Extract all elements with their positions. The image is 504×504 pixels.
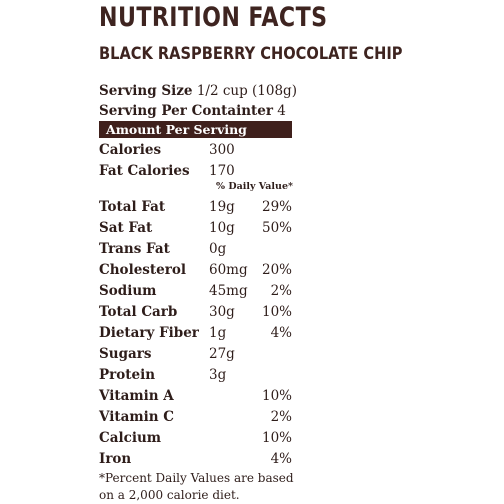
nutrient-label: Iron [99,451,132,467]
nutrient-row: Dietary Fiber 1g 4% [99,325,292,343]
nutrient-daily-value: 2% [270,283,292,299]
nutrient-amount: 0g [209,241,227,257]
footnote: *Percent Daily Values are based on a 2,0… [99,471,294,502]
nutrient-amount: 60mg [209,262,248,278]
nutrient-row: Total Fat 19g 29% [99,199,292,217]
nutrient-label: Calcium [99,430,162,446]
nutrient-amount: 1g [209,325,227,341]
serving-size-value: 1/2 cup (108g) [196,83,297,99]
nutrient-row: Iron 4% [99,451,292,469]
nutrient-row: Vitamin C 2% [99,409,292,427]
nutrient-row: Sodium 45mg 2% [99,283,292,301]
fat-calories-value: 170 [209,163,235,179]
nutrient-daily-value: 10% [261,430,292,446]
calories-value: 300 [209,142,235,158]
calories-label: Calories [99,142,162,158]
daily-value-header: % Daily Value* [216,181,293,192]
nutrient-label: Sugars [99,346,152,362]
nutrient-daily-value: 4% [270,325,292,341]
nutrient-daily-value: 20% [261,262,292,278]
nutrient-row: Cholesterol 60mg 20% [99,262,292,280]
nutrient-row: Total Carb 30g 10% [99,304,292,322]
nutrient-row: Protein 3g [99,367,292,385]
nutrient-label: Total Carb [99,304,178,320]
nutrient-daily-value: 10% [261,304,292,320]
fat-calories-label: Fat Calories [99,163,190,179]
nutrient-label: Protein [99,367,156,383]
product-name: BLACK RASPBERRY CHOCOLATE CHIP [99,44,403,64]
nutrient-daily-value: 50% [261,220,292,236]
nutrient-row: Vitamin A 10% [99,388,292,406]
nutrient-amount: 3g [209,367,227,383]
calories-row: Calories 300 [99,142,292,160]
serving-size-label: Serving Size [99,83,193,99]
nutrient-amount: 30g [209,304,235,320]
nutrient-label: Vitamin A [99,388,174,404]
amount-per-serving-band: Amount Per Serving [99,121,292,138]
nutrient-label: Dietary Fiber [99,325,199,341]
servings-per-container-label: Serving Per Containter [99,103,273,119]
nutrient-daily-value: 4% [270,451,292,467]
nutrient-amount: 45mg [209,283,248,299]
nutrient-label: Total Fat [99,199,166,215]
servings-per-container-value: 4 [277,103,286,119]
nutrient-amount: 27g [209,346,235,362]
nutrient-row: Sugars 27g [99,346,292,364]
nutrient-daily-value: 29% [261,199,292,215]
nutrient-daily-value: 10% [261,388,292,404]
serving-size-line: Serving Size 1/2 cup (108g) [99,83,297,99]
nutrition-facts-title: NUTRITION FACTS [99,2,328,33]
nutrient-label: Sat Fat [99,220,153,236]
servings-per-container-line: Serving Per Containter 4 [99,103,286,119]
nutrient-label: Sodium [99,283,157,299]
nutrient-row: Trans Fat 0g [99,241,292,259]
fat-calories-row: Fat Calories 170 [99,163,292,181]
nutrient-label: Trans Fat [99,241,170,257]
nutrient-amount: 10g [209,220,235,236]
nutrient-row: Calcium 10% [99,430,292,448]
nutrient-label: Vitamin C [99,409,175,425]
nutrient-label: Cholesterol [99,262,186,278]
nutrient-daily-value: 2% [270,409,292,425]
nutrient-row: Sat Fat 10g 50% [99,220,292,238]
nutrient-amount: 19g [209,199,235,215]
